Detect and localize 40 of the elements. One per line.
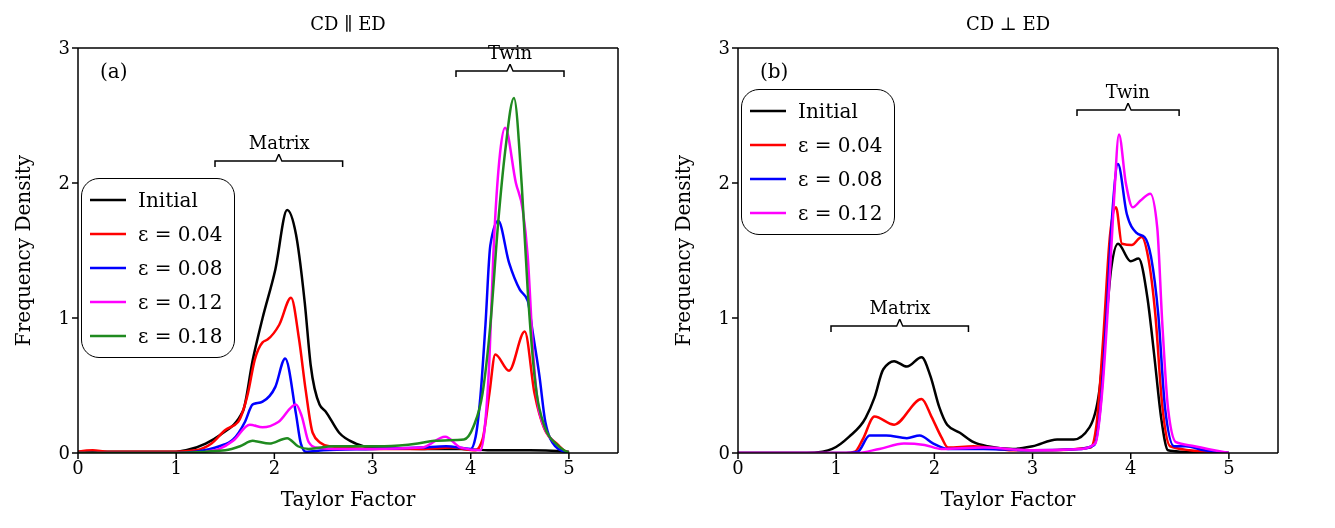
y-tick-label: 0 [718,442,730,464]
x-tick-label: 5 [563,456,575,478]
legend-label: ε = 0.08 [798,166,883,191]
legend-label: ε = 0.04 [798,132,883,157]
x-axis-title: Taylor Factor [280,487,416,511]
x-tick-label: 4 [465,456,477,478]
chart-title: CD ⊥ ED [965,13,1051,34]
annotation: Matrix [248,132,310,154]
annotation: (a) [100,59,128,83]
x-tick-label: 3 [366,456,379,478]
legend-label: ε = 0.12 [798,200,883,225]
x-tick-label: 2 [268,456,281,478]
y-tick-label: 3 [58,37,70,59]
y-axis-title: Frequency Density [11,154,36,347]
legend-label: ε = 0.04 [138,221,223,246]
legend-label: Initial [138,187,198,212]
legend-label: ε = 0.08 [138,255,223,280]
x-tick-label: 1 [830,456,842,478]
legend-label: ε = 0.18 [138,323,223,348]
y-axis-title: Frequency Density [671,154,696,347]
x-tick-label: 3 [1026,456,1039,478]
x-tick-label: 1 [170,456,182,478]
y-tick-label: 0 [58,442,70,464]
x-tick-label: 0 [72,456,84,478]
x-axis-title: Taylor Factor [940,487,1076,511]
y-tick-label: 1 [718,307,730,329]
y-tick-label: 1 [58,307,70,329]
chart-title: CD ∥ ED [310,13,386,34]
x-tick-label: 0 [732,456,744,478]
x-tick-label: 5 [1223,456,1235,478]
y-tick-label: 2 [718,172,730,194]
legend-label: ε = 0.12 [138,289,223,314]
x-tick-label: 2 [928,456,941,478]
legend-label: Initial [798,98,858,123]
x-tick-label: 4 [1125,456,1137,478]
annotation: (b) [760,59,789,83]
annotation: Matrix [869,296,931,318]
y-tick-label: 3 [718,37,730,59]
annotation: Twin [1105,80,1151,102]
y-tick-label: 2 [58,172,70,194]
